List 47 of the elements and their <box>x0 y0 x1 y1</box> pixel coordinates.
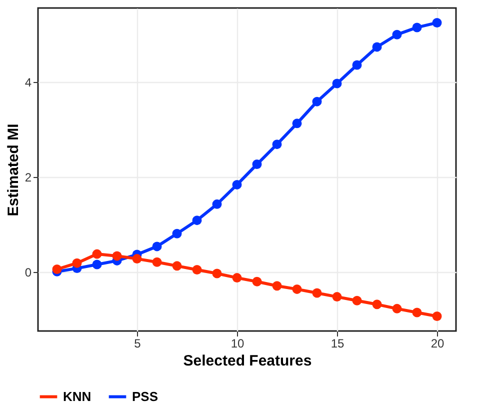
point <box>132 254 142 264</box>
point <box>192 216 202 226</box>
point <box>292 118 302 128</box>
point <box>432 18 442 28</box>
x-tick-label: 20 <box>430 336 444 350</box>
point <box>252 276 262 286</box>
point <box>412 22 422 32</box>
point <box>332 292 342 302</box>
point <box>352 296 362 306</box>
point <box>112 251 122 261</box>
y-axis-title: Estimated MI <box>4 124 22 216</box>
point <box>232 273 242 283</box>
point <box>212 199 222 209</box>
x-tick-label: 5 <box>134 336 142 350</box>
y-tick-label: 0 <box>24 266 32 280</box>
point <box>312 288 322 298</box>
point <box>272 281 282 291</box>
point <box>392 304 402 314</box>
point <box>52 264 62 274</box>
legend-label: KNN <box>63 388 92 404</box>
point <box>92 249 102 259</box>
point <box>292 284 302 294</box>
point <box>232 180 242 190</box>
point <box>312 96 322 106</box>
point <box>252 160 262 170</box>
point <box>412 308 422 318</box>
x-tick-label: 15 <box>330 336 344 350</box>
y-tick-label: 4 <box>24 76 32 90</box>
point <box>332 78 342 88</box>
point <box>152 242 162 252</box>
point <box>192 264 202 274</box>
point <box>372 42 382 52</box>
point <box>212 268 222 278</box>
point <box>92 260 102 270</box>
point <box>352 60 362 70</box>
point <box>72 258 82 268</box>
point <box>172 228 182 238</box>
y-tick-label: 2 <box>24 170 32 185</box>
point <box>392 30 402 40</box>
point <box>272 140 282 150</box>
point <box>172 261 182 271</box>
x-tick-label: 10 <box>230 336 244 350</box>
x-axis-title: Selected Features <box>183 352 312 370</box>
point <box>432 312 442 322</box>
legend-label: PSS <box>132 388 158 404</box>
point <box>152 257 162 267</box>
point <box>372 300 382 310</box>
